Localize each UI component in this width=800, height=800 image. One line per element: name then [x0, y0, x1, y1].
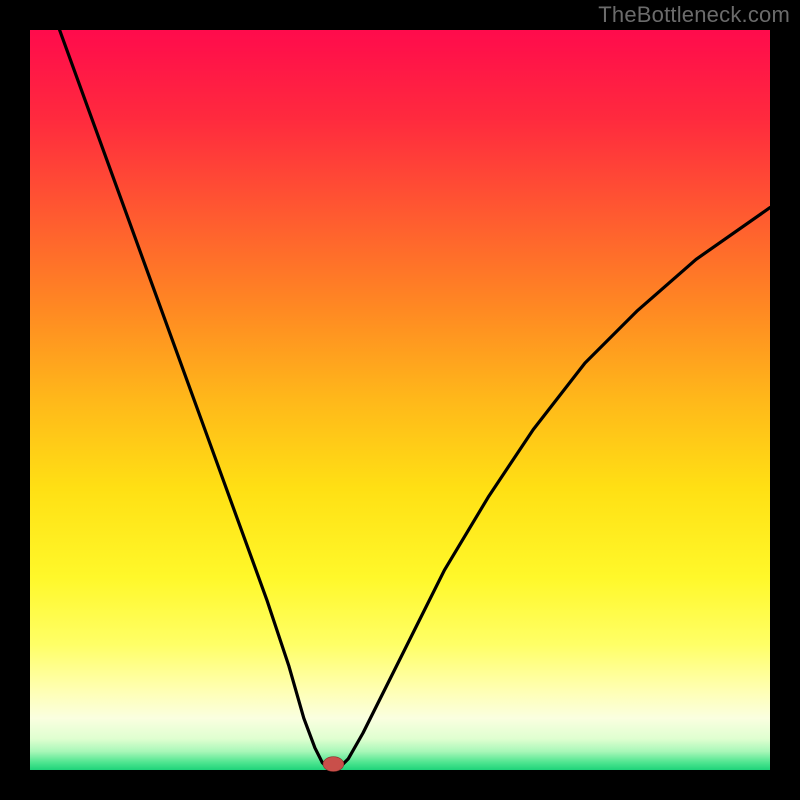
optimal-point-marker	[323, 757, 344, 772]
chart-container: TheBottleneck.com	[0, 0, 800, 800]
watermark-text: TheBottleneck.com	[598, 2, 790, 28]
bottleneck-curve-chart	[0, 0, 800, 800]
